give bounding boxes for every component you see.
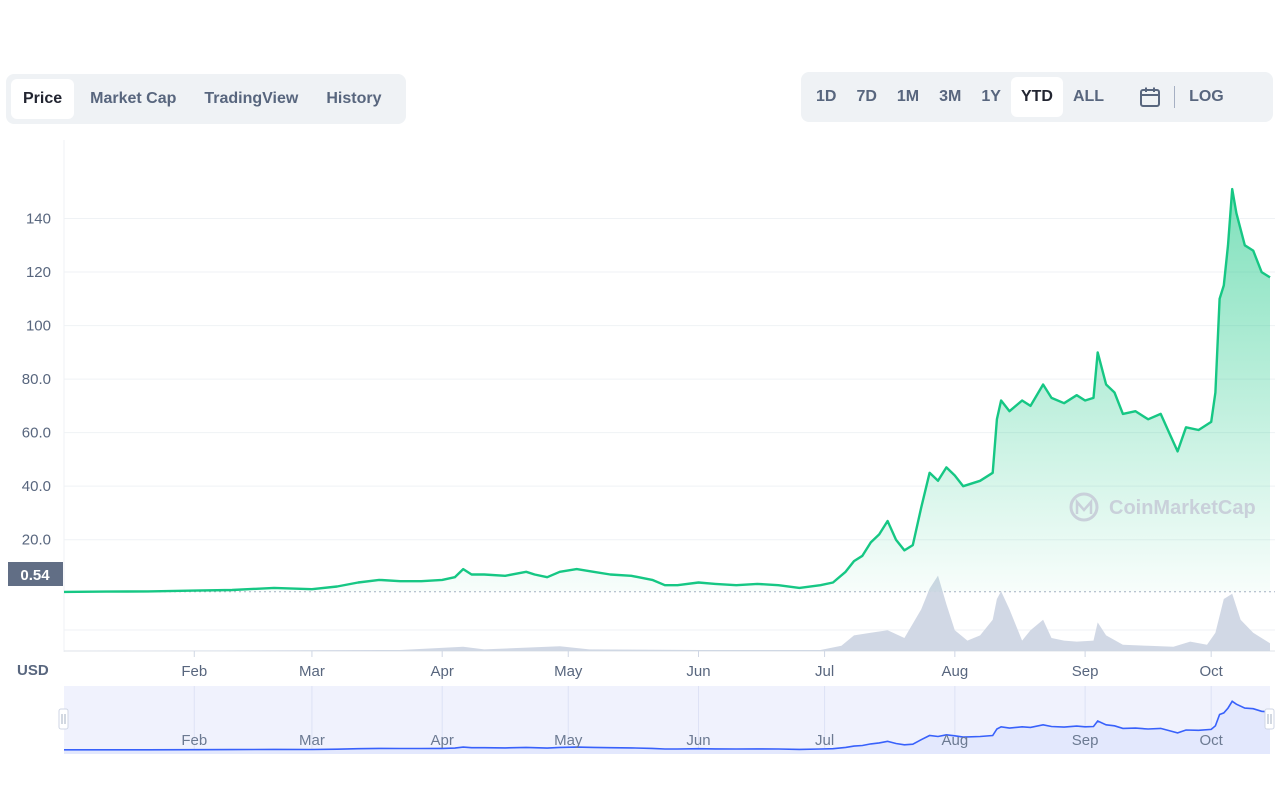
navigator-month-label: Jun bbox=[686, 732, 710, 749]
x-tick-label: Aug bbox=[941, 663, 968, 680]
axis-layer: Feb Mar Apr May Jun Jul Aug Sep Oct bbox=[181, 651, 1224, 680]
chart-type-tabs: Price Market Cap TradingView History bbox=[6, 74, 406, 124]
x-tick-label: Mar bbox=[299, 663, 325, 680]
navigator-month-labels: Feb Mar Apr May Jun Jul Aug Sep Oct bbox=[181, 732, 1223, 749]
navigator-month-label: Mar bbox=[299, 732, 325, 749]
tab-history[interactable]: History bbox=[326, 90, 382, 107]
x-tick-label: Jul bbox=[815, 663, 834, 680]
navigator-grid bbox=[193, 686, 1212, 754]
y-tick-label: 120 bbox=[26, 264, 51, 281]
time-range-selector: 1D 7D 1M 3M 1Y YTD ALL LOG bbox=[801, 72, 1273, 122]
range-1m[interactable]: 1M bbox=[896, 88, 920, 105]
price-layer bbox=[63, 187, 1271, 594]
x-tick-label: Apr bbox=[431, 663, 454, 680]
y-tick-label: 40.0 bbox=[22, 478, 51, 495]
navigator-month-label: Oct bbox=[1199, 732, 1223, 749]
current-price-label: 0.54 bbox=[20, 567, 50, 584]
y-tick-label: 100 bbox=[26, 318, 51, 335]
range-divider bbox=[1174, 86, 1176, 108]
y-tick-label: 20.0 bbox=[22, 532, 51, 549]
log-scale-toggle[interactable]: LOG bbox=[1189, 88, 1224, 105]
navigator-line bbox=[64, 700, 1271, 751]
range-navigator: Feb Mar Apr May Jun Jul Aug Sep Oct bbox=[58, 686, 1275, 754]
navigator-month-label: Aug bbox=[941, 732, 968, 749]
range-3m[interactable]: 3M bbox=[939, 88, 962, 105]
current-price-badge bbox=[8, 562, 63, 586]
navigator-month-label: May bbox=[554, 732, 583, 749]
watermark: CoinMarketCap bbox=[1069, 492, 1256, 522]
tab-market-cap[interactable]: Market Cap bbox=[90, 90, 177, 107]
x-tick-label: Feb bbox=[181, 663, 207, 680]
range-buttons: 1D 7D 1M 3M 1Y YTD ALL bbox=[806, 77, 1114, 117]
range-all[interactable]: ALL bbox=[1072, 88, 1105, 105]
x-tick-label: Jun bbox=[686, 663, 710, 680]
x-tick-label: Sep bbox=[1072, 663, 1099, 680]
y-tick-label: 140 bbox=[26, 211, 51, 228]
range-1d[interactable]: 1D bbox=[816, 88, 837, 105]
tab-tradingview[interactable]: TradingView bbox=[204, 90, 299, 107]
navigator-month-label: Sep bbox=[1072, 732, 1099, 749]
navigator-handle-left[interactable] bbox=[58, 708, 69, 730]
price-line bbox=[63, 187, 1271, 594]
navigator-month-label: Jul bbox=[815, 732, 834, 749]
navigator-area bbox=[64, 701, 1270, 754]
range-1y[interactable]: 1Y bbox=[981, 88, 1001, 105]
x-tick-label: May bbox=[554, 663, 583, 680]
price-area bbox=[64, 189, 1270, 592]
watermark-text: CoinMarketCap bbox=[1109, 497, 1256, 519]
coinmarketcap-logo-icon bbox=[1069, 492, 1099, 522]
calendar-icon[interactable] bbox=[1130, 77, 1170, 117]
navigator-handle-right[interactable] bbox=[1264, 708, 1275, 730]
navigator-month-label: Apr bbox=[431, 732, 454, 749]
y-tick-label: 60.0 bbox=[22, 425, 51, 442]
range-7d[interactable]: 7D bbox=[856, 88, 877, 105]
y-tick-label: 80.0 bbox=[22, 371, 51, 388]
current-price-marker: 0.54 bbox=[8, 562, 63, 586]
tab-price[interactable]: Price bbox=[11, 79, 75, 119]
navigator-month-label: Feb bbox=[181, 732, 207, 749]
x-tick-label: Oct bbox=[1199, 663, 1223, 680]
range-ytd[interactable]: YTD bbox=[1010, 77, 1063, 117]
currency-label: USD bbox=[17, 662, 49, 679]
